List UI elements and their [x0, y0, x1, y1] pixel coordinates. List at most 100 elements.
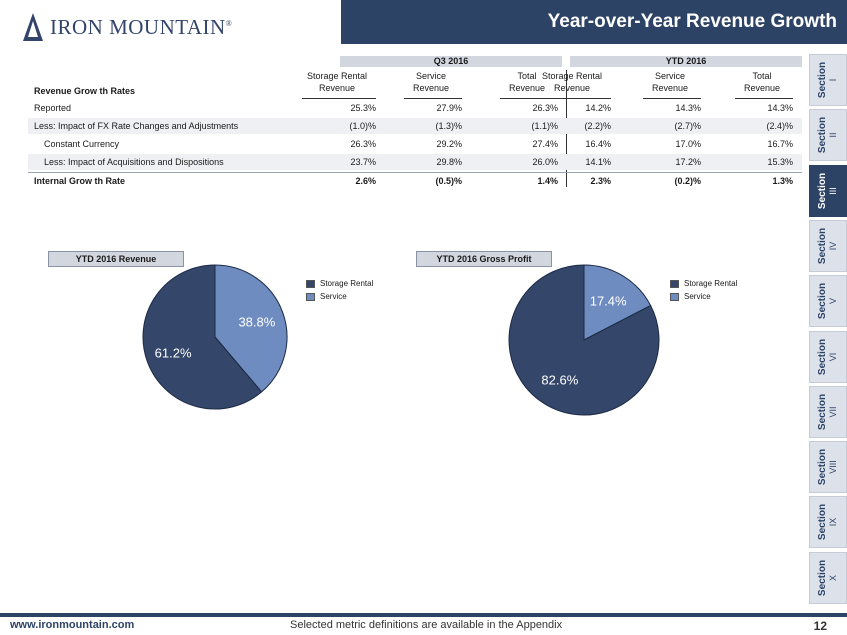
legend-swatch: [670, 279, 679, 288]
page-number: 12: [813, 619, 827, 633]
column-header-underline: [735, 98, 793, 99]
revenue-pie-legend: Storage Rental Service: [306, 277, 373, 303]
section-tab-viii[interactable]: Section VIII: [809, 441, 847, 494]
column-header-line1: Total: [752, 71, 772, 81]
section-tab-vii[interactable]: Section VII: [809, 385, 847, 438]
section-word: Section: [817, 338, 828, 375]
section-tab-label: Section I: [817, 61, 838, 99]
row-label: Less: Impact of FX Rate Changes and Adju…: [34, 121, 239, 131]
pie-slice-storage-rental: [508, 264, 660, 416]
table-cell: 2.3%: [590, 176, 611, 186]
column-header: Service Revenue: [639, 70, 701, 94]
section-tab-ii[interactable]: Section II: [809, 109, 847, 162]
section-word: Section: [817, 393, 828, 430]
section-numeral: X: [828, 574, 838, 581]
gross-profit-pie-legend: Storage Rental Service: [670, 277, 737, 303]
column-header-line2: Revenue: [508, 83, 546, 93]
section-numeral: VIII: [828, 460, 838, 474]
row-header-label: Revenue Grow th Rates: [34, 86, 136, 96]
row-label: Less: Impact of Acquisitions and Disposi…: [44, 157, 224, 167]
section-tab-label: Section VIII: [817, 449, 838, 486]
legend-swatch: [306, 279, 315, 288]
section-tab-label: Section X: [817, 560, 838, 596]
section-numeral: VI: [828, 352, 838, 361]
brand-name: IRON MOUNTAIN®: [50, 14, 233, 39]
section-numeral: IX: [828, 518, 838, 527]
section-tab-iii[interactable]: Section III: [809, 164, 847, 217]
section-tab-label: Section IV: [817, 228, 838, 264]
table-cell: 2.6%: [355, 176, 376, 186]
table-cell: 26.0%: [532, 157, 558, 167]
table-cell: 16.7%: [767, 139, 793, 149]
table-cell: 27.4%: [532, 139, 558, 149]
legend-label: Storage Rental: [684, 279, 738, 288]
section-tab-label: Section III: [817, 172, 838, 209]
pie-slice-service: [214, 264, 288, 393]
table-cell: (1.0)%: [349, 121, 376, 131]
column-header-line1: Storage Rental: [541, 71, 603, 81]
section-word: Section: [817, 449, 828, 486]
section-tab-label: Section VI: [817, 338, 838, 375]
column-header: Total Revenue: [731, 70, 793, 94]
website-link[interactable]: www.ironmountain.com: [10, 619, 135, 631]
table-cell: 1.4%: [537, 176, 558, 186]
column-header-line2: Revenue: [651, 83, 689, 93]
footer-rule: [0, 613, 847, 617]
row-label: Constant Currency: [44, 139, 120, 149]
section-tab-label: Section VII: [817, 393, 838, 430]
section-word: Section: [817, 504, 828, 541]
column-header-underline: [302, 98, 376, 99]
page-title: Year-over-Year Revenue Growth: [547, 11, 837, 32]
section-tab-i[interactable]: Section I: [809, 54, 847, 106]
legend-item: Storage Rental: [306, 277, 373, 290]
table-cell: (0.2)%: [674, 176, 701, 186]
column-header-line2: Revenue: [318, 83, 356, 93]
group-header-q3: Q3 2016: [340, 56, 562, 67]
appendix-note: Selected metric definitions are availabl…: [290, 619, 563, 631]
table-cell: (1.3)%: [435, 121, 462, 131]
table-cell: 15.3%: [767, 157, 793, 167]
section-numeral: IV: [828, 241, 838, 251]
section-word: Section: [817, 61, 828, 99]
row-label: Reported: [34, 103, 72, 113]
legend-swatch: [670, 292, 679, 301]
table-cell: (0.5)%: [435, 176, 462, 186]
company-logo: IRON MOUNTAIN®: [22, 10, 232, 44]
table-cell: (1.1)%: [531, 121, 558, 131]
column-header-line1: Storage Rental: [306, 71, 368, 81]
column-header-underline: [404, 98, 462, 99]
table-cell: 16.4%: [585, 139, 611, 149]
pie-slice-storage-rental: [142, 264, 263, 410]
row-label: Internal Grow th Rate: [34, 176, 126, 186]
pie-data-label: 17.4%: [590, 293, 627, 308]
column-header-line1: Service: [415, 71, 446, 81]
section-tab-label: Section II: [817, 117, 838, 153]
section-tab-iv[interactable]: Section IV: [809, 219, 847, 272]
section-tab-vi[interactable]: Section VI: [809, 330, 847, 383]
table-cell: 23.7%: [350, 157, 376, 167]
pie-data-label: 38.8%: [238, 315, 275, 330]
table-row: Internal Grow th Rate 2.6% (0.5)% 1.4% 2.3% (…: [28, 172, 802, 188]
table-cell: 25.3%: [350, 103, 376, 113]
column-header: Storage Rental Revenue: [298, 70, 376, 94]
group-header-ytd: YTD 2016: [570, 56, 802, 67]
section-tab-v[interactable]: Section V: [809, 275, 847, 328]
column-header-line1: Service: [654, 71, 685, 81]
table-cell: 26.3%: [532, 103, 558, 113]
column-header: Total Revenue: [496, 70, 558, 94]
revenue-pie-chart: 38.8% 61.2%: [142, 264, 288, 410]
table-cell: (2.2)%: [584, 121, 611, 131]
section-numeral: I: [828, 78, 838, 82]
column-header-line2: Revenue: [743, 83, 781, 93]
section-word: Section: [817, 172, 828, 209]
legend-item: Service: [670, 290, 737, 303]
legend-item: Service: [306, 290, 373, 303]
section-tab-x[interactable]: Section X: [809, 551, 847, 604]
revenue-pie-title: YTD 2016 Revenue: [48, 251, 184, 267]
section-tab-ix[interactable]: Section IX: [809, 496, 847, 549]
table-cell: 14.1%: [585, 157, 611, 167]
legend-label: Service: [684, 292, 711, 301]
table-cell: (2.4)%: [766, 121, 793, 131]
table-row: Less: Impact of FX Rate Changes and Adju…: [28, 118, 802, 134]
legend-item: Storage Rental: [670, 277, 737, 290]
